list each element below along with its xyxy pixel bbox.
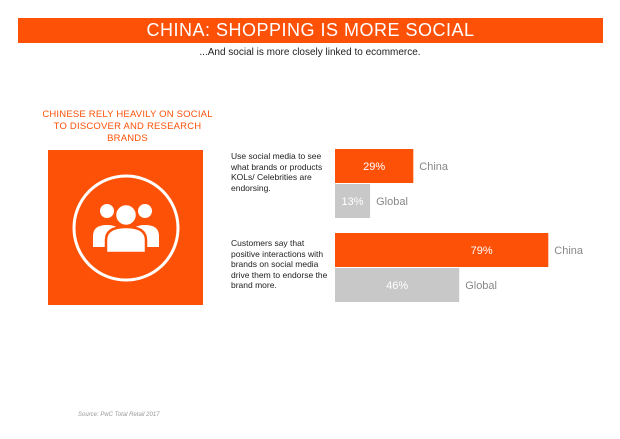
left-panel-heading: CHINESE RELY HEAVILY ON SOCIAL TO DISCOV… [42,109,213,144]
icon-panel [48,150,203,305]
bar-china-2 [335,233,549,267]
question-1-text: Use social media to see what brands or p… [231,151,323,193]
people-group-icon [72,174,180,282]
bar-global-1 [335,184,371,218]
series-label-china-1: China [419,161,449,173]
page-subtitle: ...And social is more closely linked to … [199,47,421,58]
data-label-china-2: 79% [471,245,493,257]
data-label-china-1: 29% [363,161,385,173]
data-label-global-2: 46% [386,280,408,292]
question-2-text: Customers say that positive interactions… [231,238,328,290]
data-label-global-1: 13% [342,196,364,208]
bar-global-2 [335,268,460,302]
series-label-global-2: Global [465,280,497,292]
series-label-china-2: China [554,245,584,257]
series-label-global-1: Global [376,196,408,208]
bar-china-1 [335,149,414,183]
page-title: CHINA: SHOPPING IS MORE SOCIAL [18,18,603,43]
source-note: Source: PwC Total Retail 2017 [78,412,160,418]
